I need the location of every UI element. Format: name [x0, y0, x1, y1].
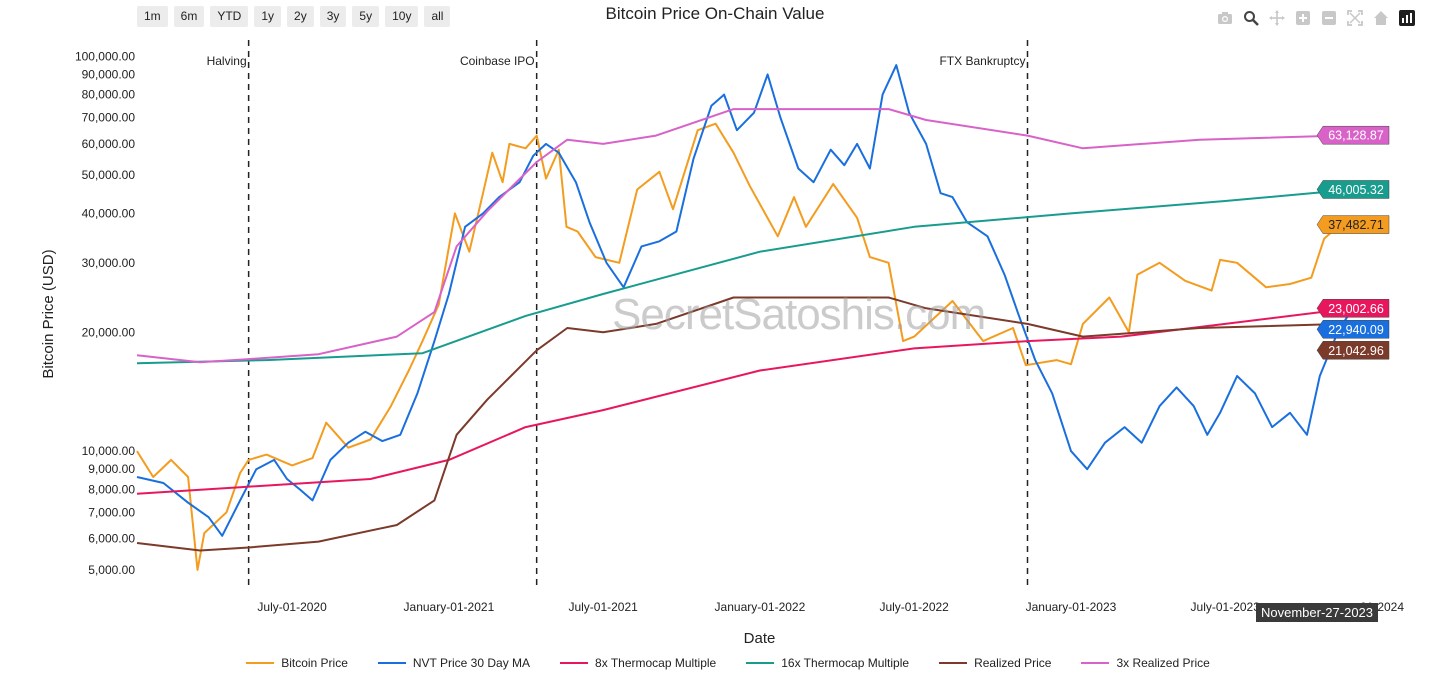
end-label-3: 46,005.32: [1328, 183, 1384, 197]
event-label: Halving: [207, 54, 247, 68]
range-button-10y[interactable]: 10y: [385, 6, 419, 27]
y-tick-label: 60,000.00: [82, 137, 136, 151]
range-button-5y[interactable]: 5y: [352, 6, 380, 27]
pan-icon[interactable]: [1267, 8, 1286, 27]
y-tick-label: 20,000.00: [82, 325, 136, 339]
plotly-logo-icon[interactable]: [1397, 8, 1416, 27]
x-axis-title: Date: [744, 630, 776, 647]
x-tick-label: July-01-2022: [879, 600, 949, 614]
end-label-box-3: [1316, 180, 1390, 199]
range-button-ytd[interactable]: YTD: [210, 6, 249, 27]
y-tick-label: 70,000.00: [82, 110, 136, 124]
y-tick-label: 50,000.00: [82, 168, 136, 182]
end-label-1: 22,940.09: [1328, 323, 1384, 337]
hover-date-label: November-27-2023: [1256, 603, 1379, 622]
legend-swatch: [560, 662, 589, 664]
end-label-2: 23,002.66: [1328, 302, 1384, 316]
y-tick-label: 5,000.00: [88, 563, 135, 577]
legend-swatch: [1081, 662, 1110, 664]
legend-swatch: [746, 662, 775, 664]
series-line-5: [136, 108, 1353, 364]
legend: Bitcoin Price NVT Price 30 Day MA 8x Therm…: [0, 656, 1456, 670]
legend-swatch: [377, 662, 406, 664]
series-line-4: [136, 296, 1353, 552]
y-tick-label: 30,000.00: [82, 256, 136, 270]
event-label: FTX Bankruptcy: [939, 54, 1025, 68]
end-label-box-1: [1316, 320, 1390, 339]
y-tick-label: 100,000.00: [75, 49, 135, 63]
legend-label: Bitcoin Price: [281, 656, 348, 670]
zoom-icon[interactable]: [1241, 8, 1260, 27]
y-tick-label: 40,000.00: [82, 206, 136, 220]
y-tick-label: 9,000.00: [88, 462, 135, 476]
range-button-1y[interactable]: 1y: [254, 6, 282, 27]
y-tick-label: 10,000.00: [82, 444, 136, 458]
legend-item-0[interactable]: Bitcoin Price: [246, 656, 348, 670]
legend-swatch: [939, 662, 968, 664]
y-tick-label: 8,000.00: [88, 482, 135, 496]
legend-item-1[interactable]: NVT Price 30 Day MA: [377, 656, 531, 670]
legend-label: 3x Realized Price: [1116, 656, 1210, 670]
x-tick-label: July-01-2021: [568, 600, 638, 614]
camera-icon[interactable]: [1215, 8, 1234, 27]
home-icon[interactable]: [1371, 8, 1390, 27]
legend-label: 16x Thermocap Multiple: [781, 656, 910, 670]
end-label-4: 21,042.96: [1328, 344, 1384, 358]
x-tick-label: July-01-2020: [257, 600, 327, 614]
x-tick-label: July-01-2023: [1191, 600, 1261, 614]
x-tick-label: January-01-2023: [1026, 600, 1117, 614]
event-label: Coinbase IPO: [460, 54, 535, 68]
series-line-1: [136, 64, 1354, 537]
x-tick-label: January-01-2021: [404, 600, 495, 614]
legend-item-4[interactable]: Realized Price: [939, 656, 1051, 670]
end-label-box-0: [1316, 215, 1390, 234]
end-label-box-5: [1316, 125, 1390, 145]
legend-item-5[interactable]: 3x Realized Price: [1081, 656, 1210, 670]
zoom-in-icon[interactable]: [1293, 8, 1312, 27]
legend-item-3[interactable]: 16x Thermocap Multiple: [746, 656, 909, 670]
autoscale-icon[interactable]: [1345, 8, 1364, 27]
legend-swatch: [246, 662, 275, 664]
modebar: [1215, 8, 1416, 27]
series-line-0: [136, 122, 1353, 571]
end-label-5: 63,128.87: [1328, 129, 1384, 143]
range-button-6m[interactable]: 6m: [173, 6, 205, 27]
range-button-3y[interactable]: 3y: [319, 6, 347, 27]
zoom-out-icon[interactable]: [1319, 8, 1338, 27]
range-button-1m[interactable]: 1m: [137, 6, 168, 27]
range-button-2y[interactable]: 2y: [287, 6, 314, 27]
range-selector: 1m 6m YTD 1y 2y 3y 5y 10y all: [137, 6, 451, 27]
y-tick-label: 90,000.00: [82, 67, 136, 81]
y-tick-label: 80,000.00: [82, 88, 136, 102]
series-line-2: [136, 307, 1353, 495]
legend-item-2[interactable]: 8x Thermocap Multiple: [560, 656, 716, 670]
y-tick-label: 7,000.00: [88, 505, 135, 519]
end-label-box-2: [1316, 299, 1390, 318]
y-axis-title: Bitcoin Price (USD): [40, 249, 57, 378]
watermark: SecretSatoshis.com: [612, 290, 986, 339]
y-tick-label: 6,000.00: [88, 532, 135, 546]
legend-label: NVT Price 30 Day MA: [412, 656, 531, 670]
legend-label: 8x Thermocap Multiple: [595, 656, 717, 670]
legend-label: Realized Price: [974, 656, 1052, 670]
x-tick-label: January-01-2022: [715, 600, 806, 614]
end-label-0: 37,482.71: [1328, 218, 1384, 232]
chart-title: Bitcoin Price On-Chain Value: [605, 4, 825, 23]
end-label-box-4: [1316, 341, 1390, 360]
series-line-3: [136, 188, 1353, 365]
range-button-all[interactable]: all: [424, 6, 451, 27]
